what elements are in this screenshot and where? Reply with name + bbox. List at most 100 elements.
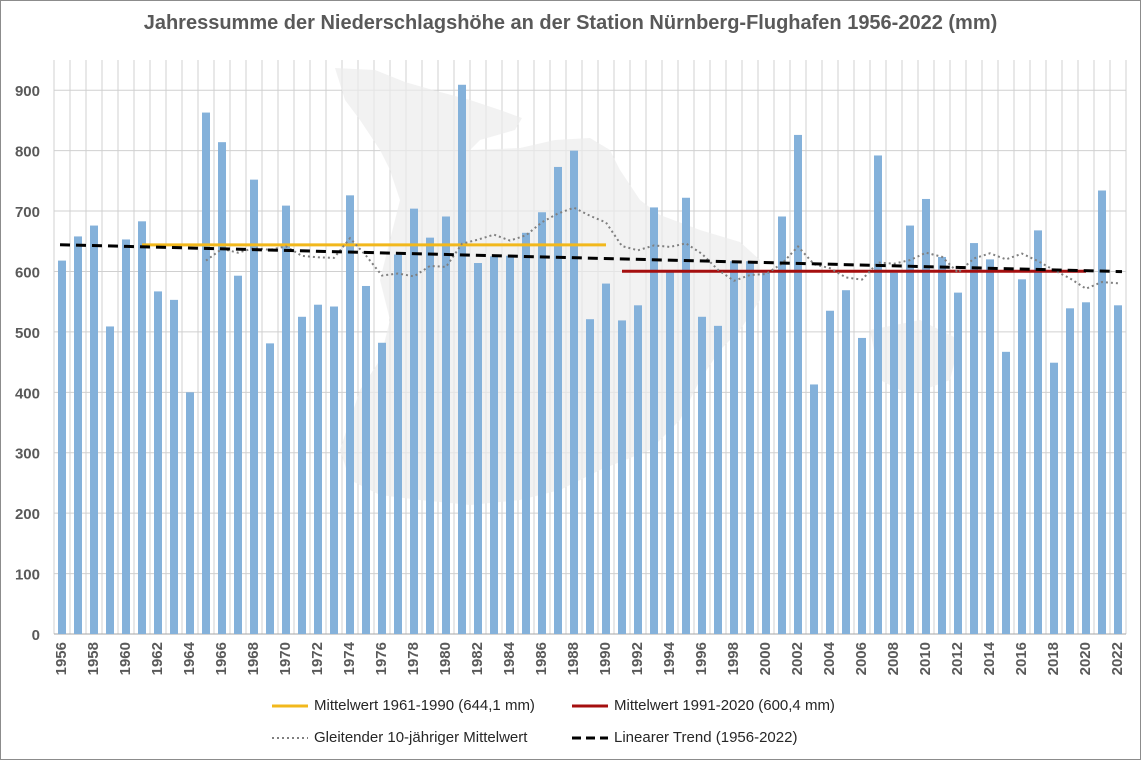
y-tick-label: 600 (15, 264, 40, 281)
bar-1969 (266, 343, 274, 634)
chart-title: Jahressumme der Niederschlagshöhe an der… (143, 12, 998, 34)
bar-1989 (586, 319, 594, 634)
bar-1983 (490, 256, 498, 634)
bar-1976 (378, 342, 386, 634)
legend-label-mean-1991-2020: Mittelwert 1991-2020 (600,4 mm) (614, 697, 835, 714)
x-tick-label: 1962 (149, 642, 166, 675)
bar-1982 (474, 263, 482, 634)
bar-1970 (282, 205, 290, 634)
bar-1992 (634, 305, 642, 634)
bar-2018 (1050, 362, 1058, 634)
overlay-lines (59, 206, 1123, 290)
bar-1985 (522, 232, 530, 635)
x-tick-label: 1990 (597, 642, 614, 675)
x-tick-label: 1988 (565, 642, 582, 675)
bar-1999 (746, 261, 754, 634)
y-tick-label: 500 (15, 325, 40, 342)
x-tick-label: 2008 (885, 642, 902, 675)
bar-1979 (426, 237, 434, 635)
x-tick-label: 1976 (373, 642, 390, 675)
bar-1991 (618, 320, 626, 634)
bar-2006 (858, 337, 866, 634)
x-tick-label: 2016 (1013, 642, 1030, 675)
x-axis-ticks: 1956 1958 1960 1962 1964 1966 1968 1970 1972 1974… (53, 641, 1126, 675)
bar-1973 (330, 306, 338, 634)
bar-1966 (218, 142, 226, 634)
x-tick-label: 1968 (245, 642, 262, 675)
bar-2019 (1066, 308, 1074, 634)
legend-item-mean-1961-1990: Mittelwert 1961-1990 (644,1 mm) (272, 697, 535, 714)
legend-item-moving-average: Gleitender 10-jähriger Mittelwert (272, 729, 527, 746)
bar-2020 (1082, 302, 1090, 634)
bar-2015 (1002, 351, 1010, 634)
bar-1984 (506, 255, 514, 634)
bar-2002 (794, 134, 802, 634)
x-tick-label: 1956 (53, 642, 70, 675)
x-tick-label: 2020 (1077, 642, 1094, 675)
bar-1997 (714, 325, 722, 634)
bar-2013 (970, 243, 978, 634)
bar-2011 (938, 256, 946, 634)
bar-1957 (74, 236, 82, 634)
y-tick-label: 700 (15, 204, 40, 221)
bar-2012 (954, 292, 962, 634)
bar-1998 (730, 261, 738, 634)
bar-1956 (58, 260, 66, 634)
x-tick-label: 1964 (181, 641, 198, 675)
y-tick-label: 0 (32, 627, 40, 644)
bar-1968 (250, 179, 258, 635)
bar-1972 (314, 304, 322, 634)
x-tick-label: 2002 (789, 642, 806, 675)
x-tick-label: 2000 (757, 642, 774, 675)
bar-1981 (458, 84, 466, 634)
x-tick-label: 1974 (341, 641, 358, 675)
bar-1965 (202, 112, 210, 635)
legend-label-mean-1961-1990: Mittelwert 1961-1990 (644,1 mm) (314, 697, 535, 714)
x-tick-label: 1986 (533, 642, 550, 675)
x-tick-label: 1998 (725, 642, 742, 675)
bar-2021 (1098, 190, 1106, 635)
x-tick-label: 1992 (629, 642, 646, 675)
bar-1994 (666, 270, 674, 634)
bar-2001 (778, 216, 786, 634)
bar-1958 (90, 225, 98, 634)
bar-2009 (906, 225, 914, 634)
bar-1964 (186, 392, 194, 634)
legend-swatch-moving-average (272, 736, 308, 739)
y-axis-ticks: 0 100 200 300 400 500 600 700 800 900 (15, 83, 40, 644)
y-tick-label: 400 (15, 385, 40, 402)
bar-1993 (650, 207, 658, 634)
x-tick-label: 1994 (661, 641, 678, 675)
legend-swatch-mean-1991-2020 (572, 704, 608, 707)
bar-1962 (154, 291, 162, 634)
x-tick-label: 2012 (949, 642, 966, 675)
bar-1974 (346, 195, 354, 635)
y-tick-label: 800 (15, 144, 40, 161)
bar-2016 (1018, 279, 1026, 634)
bar-1977 (394, 254, 402, 634)
bar-2010 (922, 198, 930, 634)
legend-item-linear-trend: Linearer Trend (1956-2022) (572, 729, 797, 746)
y-tick-label: 200 (15, 506, 40, 523)
bar-1961 (138, 221, 146, 634)
y-tick-label: 900 (15, 83, 40, 100)
legend-label-linear-trend: Linearer Trend (1956-2022) (614, 729, 798, 746)
x-tick-label: 2004 (821, 641, 838, 675)
bar-2004 (826, 310, 834, 634)
y-tick-label: 300 (15, 446, 40, 463)
x-tick-label: 1984 (501, 641, 518, 675)
bar-1990 (602, 283, 610, 634)
x-tick-label: 1966 (213, 642, 230, 675)
bar-2005 (842, 290, 850, 634)
bars (58, 84, 1122, 635)
x-tick-label: 2014 (981, 641, 998, 675)
bar-2022 (1114, 305, 1122, 634)
bar-1986 (538, 212, 546, 634)
bar-1960 (122, 239, 130, 634)
x-tick-label: 2018 (1045, 642, 1062, 675)
x-tick-label: 1980 (437, 642, 454, 675)
bar-1975 (362, 285, 370, 634)
legend-swatch-linear-trend (572, 736, 608, 739)
bar-2008 (890, 272, 898, 634)
